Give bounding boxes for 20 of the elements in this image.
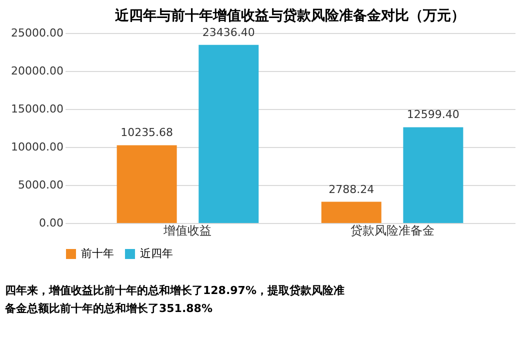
y-tick-label: 15000.00 bbox=[11, 102, 64, 116]
x-tick-label: 贷款风险准备金 bbox=[350, 224, 434, 238]
data-label: 10235.68 bbox=[120, 126, 174, 140]
y-tick-label: 25000.00 bbox=[11, 26, 64, 40]
y-tick-label: 10000.00 bbox=[11, 140, 64, 154]
bar bbox=[116, 145, 177, 223]
data-label: 2788.24 bbox=[328, 182, 374, 196]
text: 四年来，增值收益比前十年的总和增长了128.97%，提取贷款风险准备金总额比前十年的总和增长了351.88% bbox=[4, 284, 344, 315]
chart-title: 近四年与前十年增值收益与贷款风险准备金对比（万元） bbox=[114, 6, 465, 24]
y-tick-label: 5000.00 bbox=[18, 178, 64, 192]
data-label: 23436.40 bbox=[202, 26, 255, 39]
y-tick-label: 0.00 bbox=[39, 216, 64, 230]
data-label: 12599.40 bbox=[406, 108, 460, 122]
bar bbox=[403, 127, 464, 223]
bar bbox=[198, 44, 259, 223]
bar bbox=[321, 202, 382, 223]
x-tick-label: 增值收益 bbox=[162, 224, 212, 238]
legend-label: 前十年 bbox=[81, 247, 114, 260]
legend-label: 近四年 bbox=[140, 247, 173, 260]
y-tick-label: 20000.00 bbox=[11, 64, 64, 78]
